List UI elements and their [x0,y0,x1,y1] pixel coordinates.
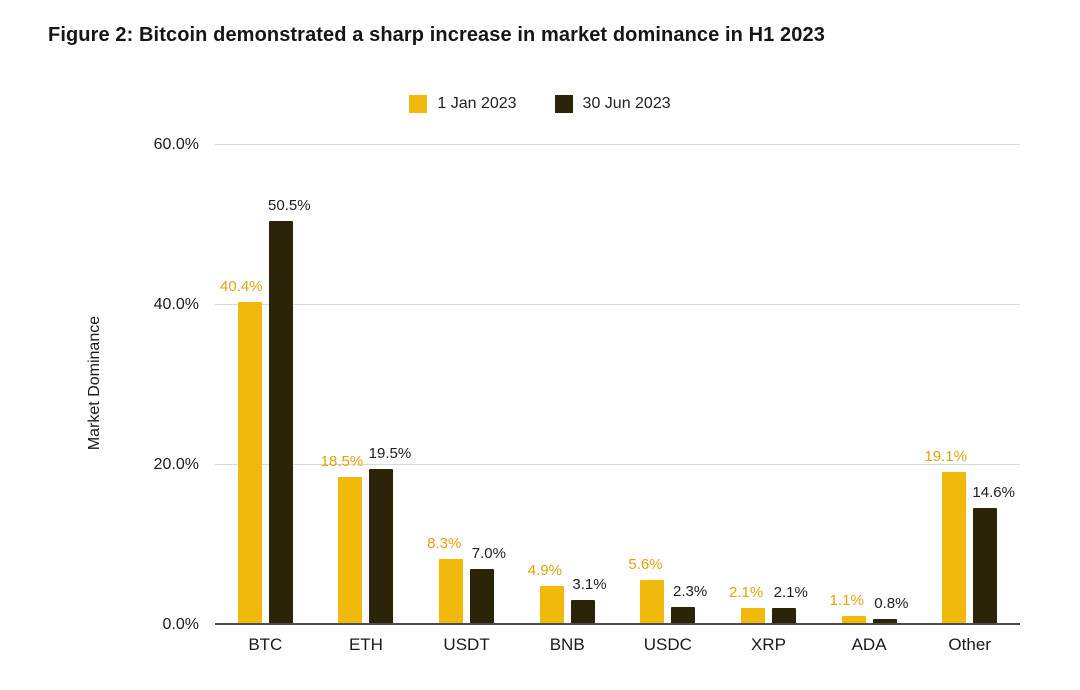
bar-group-btc: 40.4% 50.5% [215,145,316,625]
bar-value-label-eth-jan: 18.5% [320,453,364,470]
bar-value-label-ada-jan: 1.1% [829,592,864,610]
bar-value-label-ada-jun: 0.8% [874,594,909,612]
bar-usdc-jun [671,606,696,625]
bar-bnb-jan [539,585,564,625]
y-axis-title: Market Dominance [86,315,103,451]
bar-btc-jan [237,301,262,625]
bar-slot: 8.3% [427,145,464,625]
figure-title: Figure 2: Bitcoin demonstrated a sharp i… [48,24,825,46]
x-axis-label-xrp: XRP [750,635,786,654]
bar-value-label-xrp-jan: 2.1% [728,584,764,602]
bar-bnb-jun [570,600,595,625]
legend-label-jun: 30 Jun 2023 [582,95,671,112]
bar-value-label-usdc-jan: 5.6% [628,556,663,574]
bar-value-label-bnb-jun: 3.1% [572,576,607,594]
bar-value-label-eth-jun: 19.5% [368,445,412,462]
x-axis-label-btc: BTC [248,635,283,654]
bar-value-label-bnb-jan: 4.9% [527,561,562,579]
bar-slot: 2.1% [771,145,808,625]
bar-group-usdc: 5.6% 2.3% [618,145,719,625]
x-axis-line [215,623,1020,625]
y-ticks: 0.0% 20.0% 40.0% 60.0% [109,136,199,633]
x-axis-label-eth: ETH [348,635,383,654]
bar-value-label-btc-jun: 50.5% [268,197,311,214]
bar-slot: 2.3% [671,145,707,625]
chart-legend: 1 Jan 2023 30 Jun 2023 [0,95,1080,113]
bar-slot: 5.6% [628,145,665,625]
gridline [215,304,1020,305]
bar-xrp-jan [740,608,765,625]
x-axis-label-usdt: USDT [443,635,490,654]
legend-item-jun: 30 Jun 2023 [554,95,671,113]
bar-group-xrp: 2.1% 2.1% [718,145,819,625]
bar-value-label-usdt-jan: 8.3% [427,534,462,552]
bar-group-eth: 18.5% 19.5% [316,145,417,625]
bar-usdt-jan [439,558,464,625]
y-tick-label: 20.0% [153,456,199,473]
bar-slot: 19.1% [924,145,967,625]
bar-slot: 0.8% [872,145,909,625]
bar-slot: 50.5% [268,145,311,625]
bar-slot: 19.5% [369,145,411,625]
plot-area: Market Dominance 0.0% 20.0% 40.0% 60.0% 40.… [86,136,1020,633]
bar-value-label-usdt-jun: 7.0% [471,545,507,562]
y-tick-label: 0.0% [162,616,199,633]
bar-xrp-jun [771,608,796,625]
bar-slot: 7.0% [470,145,506,625]
bar-btc-jun [268,221,293,625]
bar-eth-jan [338,477,363,625]
gridline [215,464,1020,465]
gridline [215,144,1020,145]
x-labels: BTC ETH USDT BNB USDC XRP ADA Other [215,635,1020,655]
bar-slot: 1.1% [830,145,866,625]
legend-item-jan: 1 Jan 2023 [409,95,517,113]
x-axis-label-bnb: BNB [549,635,585,654]
bar-groups: 40.4% 50.5% 18.5% 19.5% 8.3% 7.0% 4.9% 3.1% 5.6%… [215,145,1020,625]
bar-value-label-btc-jan: 40.4% [220,277,263,295]
bar-other-jun [973,508,998,625]
bar-group-usdt: 8.3% 7.0% [416,145,517,625]
bar-value-label-usdc-jun: 2.3% [673,582,708,600]
bar-usdt-jun [470,569,495,625]
x-axis-label-other: Other [948,635,991,654]
legend-swatch-jan-icon [409,95,428,113]
legend-swatch-jun-icon [554,95,573,113]
bar-slot: 40.4% [220,145,263,625]
bar-other-jan [942,472,967,625]
bar-group-ada: 1.1% 0.8% [819,145,920,625]
x-axis-label-usdc: USDC [643,635,692,654]
bar-eth-jun [369,469,394,625]
bar-slot: 3.1% [570,145,607,625]
bar-ada-jun [872,618,897,625]
bar-ada-jan [841,616,866,625]
bar-group-other: 19.1% 14.6% [919,145,1020,625]
bar-slot: 2.1% [729,145,765,625]
bar-value-label-other-jun: 14.6% [972,484,1015,502]
x-axis-label-ada: ADA [851,635,887,654]
y-tick-label: 60.0% [153,136,199,153]
bar-group-bnb: 4.9% 3.1% [517,145,618,625]
bar-value-label-other-jan: 19.1% [924,448,967,466]
bar-slot: 14.6% [972,145,1015,625]
legend-label-jan: 1 Jan 2023 [437,95,517,112]
bar-slot: 18.5% [321,145,363,625]
y-tick-label: 40.0% [153,296,199,313]
bar-slot: 4.9% [528,145,564,625]
bar-usdc-jan [640,580,665,625]
bar-value-label-xrp-jun: 2.1% [773,584,808,602]
